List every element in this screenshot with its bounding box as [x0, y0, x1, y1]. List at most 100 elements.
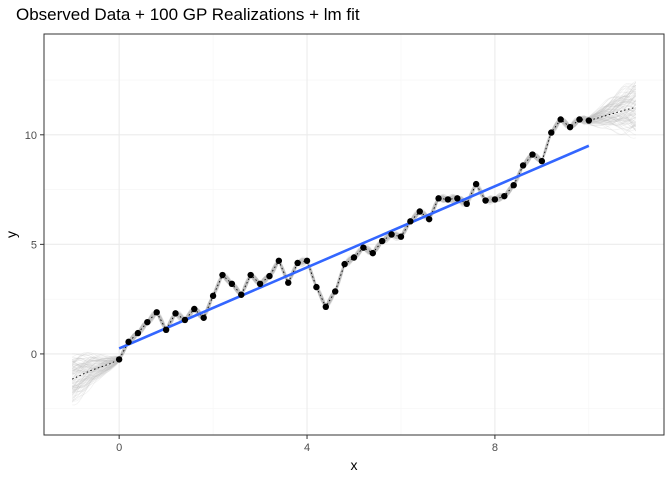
data-point — [425, 215, 433, 223]
mean-line — [72, 106, 636, 380]
data-point — [519, 162, 527, 169]
gp-realization-line — [72, 114, 636, 391]
gp-realization-line — [71, 113, 637, 394]
data-point — [491, 196, 499, 203]
gp-realization-line — [72, 99, 637, 370]
gp-realization-line — [72, 87, 636, 362]
data-point — [341, 260, 348, 268]
gp-realization-line — [71, 95, 637, 370]
gp-realization-line — [72, 111, 636, 388]
gp-realization-line — [72, 81, 637, 364]
data-point — [209, 292, 217, 300]
data-point — [172, 310, 179, 317]
data-point — [538, 157, 546, 165]
gp-realization-line — [72, 101, 637, 382]
data-point — [238, 291, 245, 298]
data-point — [378, 237, 386, 245]
gp-realization-line — [71, 117, 637, 385]
data-point — [360, 244, 367, 251]
data-point — [181, 316, 189, 324]
data-point — [332, 288, 339, 295]
data-point — [266, 272, 273, 280]
data-point — [416, 208, 423, 215]
gp-realization-line — [72, 81, 637, 361]
data-point — [313, 283, 320, 291]
data-point — [219, 271, 226, 279]
gp-realization-line — [72, 84, 636, 363]
x-axis-title: x — [351, 457, 358, 473]
x-tick-label: 0 — [116, 442, 122, 454]
data-point — [397, 233, 405, 240]
gp-mean-line — [72, 106, 636, 380]
gp-realization-line — [72, 94, 637, 372]
observed-points — [115, 116, 593, 363]
gp-realization-line — [71, 95, 636, 370]
gp-realization-line — [72, 94, 637, 372]
gp-realization-line — [71, 101, 636, 370]
data-point — [444, 196, 452, 203]
y-tick-label: 10 — [25, 130, 37, 142]
data-point — [191, 305, 198, 313]
gp-realization-line — [71, 112, 637, 395]
y-tick-label: 5 — [31, 239, 37, 251]
gp-realization-line — [71, 119, 637, 389]
gp-realization-line — [71, 117, 637, 390]
gp-realization-line — [72, 116, 636, 393]
gp-realization-line — [72, 99, 637, 368]
gp-realization-line — [72, 108, 637, 378]
gp-realization-line — [71, 85, 637, 367]
data-point — [275, 257, 283, 264]
gp-realization-line — [72, 112, 636, 389]
data-point — [153, 309, 160, 316]
data-point — [285, 279, 292, 286]
gp-realization-line — [72, 110, 637, 391]
data-point — [548, 129, 555, 136]
y-tick-label: 0 — [31, 349, 37, 361]
data-point — [463, 200, 470, 208]
data-point — [566, 123, 574, 131]
data-point — [388, 231, 395, 238]
gp-realization-line — [72, 114, 636, 393]
data-point — [407, 218, 414, 225]
gp-realization-line — [71, 105, 636, 378]
data-point — [585, 117, 593, 124]
data-point — [162, 326, 170, 334]
gp-realization-line — [72, 84, 637, 366]
lm-fit — [118, 144, 590, 350]
gp-realization-line — [72, 85, 637, 362]
gp-realization-line — [71, 85, 636, 363]
data-point — [435, 195, 442, 202]
data-point — [125, 338, 132, 346]
data-point — [576, 116, 583, 123]
data-point — [256, 280, 264, 288]
data-point — [115, 356, 123, 363]
gp-realization-line — [72, 86, 637, 369]
lm-fit-line — [118, 144, 590, 350]
data-point — [247, 271, 254, 279]
data-point — [454, 195, 461, 202]
y-axis-title: y — [3, 231, 19, 238]
gp-realization-line — [72, 82, 636, 364]
data-point — [294, 259, 301, 267]
gp-realization-line — [71, 96, 636, 370]
data-point — [322, 303, 330, 311]
panel-border — [43, 33, 665, 436]
x-tick-label: 8 — [492, 442, 498, 454]
gp-realization-line — [71, 100, 636, 379]
gp-realization-line — [72, 100, 636, 380]
chart-title: Observed Data + 100 GP Realizations + lm… — [16, 5, 360, 24]
gp-realization-line — [72, 113, 636, 388]
grid — [44, 34, 664, 435]
gp-realization-line — [71, 114, 636, 390]
gp-realization-line — [72, 100, 637, 377]
data-point — [228, 280, 236, 288]
data-point — [529, 151, 536, 158]
data-point — [134, 329, 142, 337]
data-point — [472, 180, 480, 188]
axes: 0 4 8 0 5 10 x y — [3, 130, 498, 473]
data-point — [303, 257, 311, 264]
data-point — [501, 192, 508, 200]
gp-realization-line — [71, 95, 637, 364]
